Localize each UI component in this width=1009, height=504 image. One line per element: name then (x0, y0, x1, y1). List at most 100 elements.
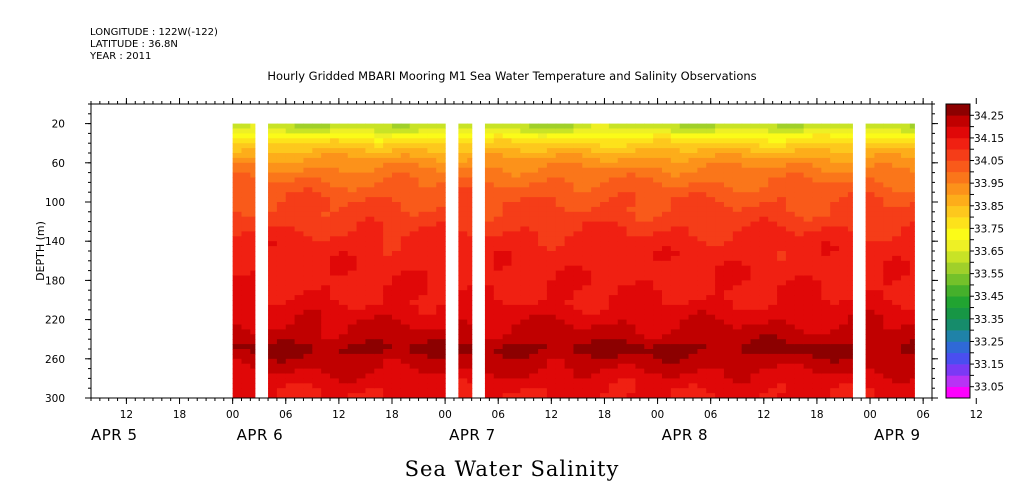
heatmap-cell (312, 153, 322, 159)
heatmap-cell (847, 300, 853, 306)
heatmap-cell (555, 324, 566, 330)
heatmap-cell (839, 246, 849, 252)
heatmap-cell (418, 378, 428, 384)
heatmap-cell (511, 300, 521, 306)
heatmap-cell (409, 383, 420, 389)
heatmap-cell (374, 133, 384, 139)
heatmap-cell (591, 349, 601, 355)
heatmap-cell (909, 353, 915, 360)
heatmap-cell (830, 349, 840, 355)
heatmap-cell (839, 162, 849, 169)
heatmap-cell (617, 226, 628, 232)
heatmap-cell (321, 221, 331, 228)
heatmap-cell (812, 182, 822, 188)
heatmap-cell (901, 206, 911, 213)
heatmap-cell (803, 138, 814, 144)
heatmap-cell (529, 334, 539, 340)
heatmap-cell (312, 314, 322, 321)
heatmap-cell (538, 368, 548, 375)
heatmap-cell (794, 344, 805, 350)
heatmap-cell (608, 383, 619, 389)
heatmap-cell (546, 383, 557, 389)
heatmap-cell (356, 378, 367, 384)
heatmap-cell (803, 368, 814, 375)
heatmap-cell (511, 138, 521, 144)
heatmap-cell (285, 280, 296, 286)
heatmap-cell (232, 334, 243, 340)
heatmap-cell (564, 226, 575, 232)
heatmap-cell (347, 128, 358, 134)
heatmap-cell (874, 128, 884, 134)
heatmap-cell (759, 344, 769, 350)
heatmap-cell (901, 324, 911, 330)
colorbar-swatch (946, 149, 970, 161)
heatmap-cell (365, 314, 375, 321)
heatmap-cell (697, 221, 707, 228)
year-label: YEAR : 2011 (89, 51, 151, 62)
heatmap-cell (653, 236, 663, 242)
heatmap-cell (347, 334, 358, 340)
x-tick-label: 12 (757, 409, 770, 421)
heatmap-cell (511, 255, 521, 262)
heatmap-cell (741, 304, 752, 311)
heatmap-cell (546, 324, 557, 330)
colorbar-label: 33.35 (974, 314, 1004, 326)
heatmap-cell (427, 309, 437, 316)
heatmap-cell (741, 260, 752, 267)
heatmap-cell (564, 353, 575, 360)
heatmap-cell (391, 241, 402, 247)
heatmap-cell (697, 162, 707, 169)
heatmap-cell (564, 246, 575, 252)
heatmap-cell (617, 197, 628, 203)
heatmap-cell (697, 251, 707, 257)
heatmap-cell (241, 221, 251, 228)
heatmap-cell (409, 304, 420, 311)
heatmap-cell (529, 192, 539, 198)
heatmap-cell (803, 143, 814, 149)
heatmap-cell (582, 157, 592, 164)
heatmap-cell (502, 157, 513, 164)
heatmap-cell (777, 172, 787, 179)
heatmap-cell (777, 368, 787, 375)
heatmap-cell (294, 383, 305, 389)
heatmap-cell (909, 373, 915, 379)
heatmap-cell (644, 182, 654, 188)
heatmap-cell (573, 368, 583, 375)
heatmap-cell (356, 182, 367, 188)
heatmap-cell (670, 216, 681, 223)
heatmap-cell (294, 162, 305, 169)
heatmap-cell (679, 388, 690, 394)
heatmap-cell (338, 226, 349, 232)
heatmap-cell (839, 133, 849, 139)
heatmap-cell (250, 368, 256, 375)
heatmap-cell (511, 197, 521, 203)
heatmap-cell (901, 255, 911, 262)
heatmap-cell (338, 270, 349, 277)
heatmap-cell (697, 167, 707, 174)
heatmap-cell (670, 246, 681, 252)
heatmap-cell (383, 260, 393, 267)
heatmap-cell (330, 216, 340, 223)
heatmap-cell (679, 349, 690, 355)
heatmap-cell (830, 319, 840, 326)
heatmap-cell (759, 236, 769, 242)
heatmap-cell (582, 206, 592, 213)
heatmap-cell (383, 202, 393, 208)
heatmap-cell (661, 255, 672, 262)
heatmap-cell (502, 265, 513, 272)
heatmap-cell (600, 275, 610, 281)
heatmap-cell (617, 378, 628, 384)
heatmap-cell (670, 309, 681, 316)
heatmap-cell (697, 187, 707, 193)
heatmap-cell (847, 123, 853, 130)
heatmap-cell (617, 202, 628, 208)
heatmap-cell (865, 285, 876, 291)
heatmap-cell (529, 285, 539, 291)
heatmap-cell (427, 393, 437, 398)
heatmap-cell (564, 202, 575, 208)
heatmap-cell (600, 157, 610, 164)
heatmap-cell (661, 133, 672, 139)
heatmap-cell (276, 349, 287, 355)
heatmap-cell (892, 148, 902, 154)
heatmap-cell (241, 314, 251, 321)
